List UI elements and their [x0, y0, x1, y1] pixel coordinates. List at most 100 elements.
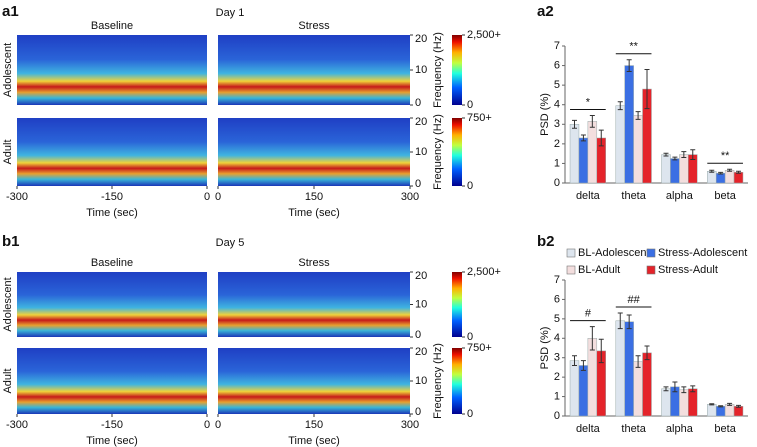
bar: [569, 124, 580, 184]
error-bar: [709, 169, 715, 173]
error-bar: [580, 360, 586, 371]
row-label: Adolescent: [2, 43, 14, 97]
y-tick-label: 4: [554, 332, 560, 344]
panel-label: b1: [2, 233, 20, 250]
bar: [633, 115, 643, 184]
error-bar: [690, 149, 696, 161]
x-tick-label: delta: [576, 190, 601, 202]
bar: [624, 65, 634, 184]
colorbar: [452, 35, 462, 105]
y-tick-label: 10: [415, 146, 427, 158]
error-bar: [736, 170, 742, 174]
spectrogram: [17, 272, 207, 337]
y-tick-label: 0: [554, 410, 560, 422]
y-tick-label: 20: [415, 33, 427, 45]
y-axis-label: Frequency (Hz): [432, 32, 444, 108]
bar: [578, 365, 589, 417]
error-bar: [644, 345, 650, 361]
y-axis-label: PSD (%): [539, 93, 551, 136]
x-tick-label: 300: [401, 191, 419, 203]
bar: [569, 360, 580, 417]
legend-label: BL-Adolescent: [578, 247, 650, 259]
y-tick-label: 6: [554, 293, 560, 305]
day-title: Day 1: [216, 7, 245, 19]
x-tick-label: beta: [714, 190, 736, 202]
x-axis-label: Time (sec): [86, 207, 138, 219]
y-axis-label: PSD (%): [539, 327, 551, 370]
x-tick-label: -150: [101, 191, 123, 203]
error-bar: [690, 385, 696, 393]
error-bar: [635, 111, 641, 120]
condition-title: Stress: [298, 257, 330, 269]
error-bar: [617, 312, 623, 330]
error-bar: [727, 402, 733, 406]
significance-mark: #: [585, 308, 592, 320]
x-tick-label: delta: [576, 423, 601, 435]
row-label: Adult: [2, 368, 14, 393]
legend-swatch: [646, 248, 656, 258]
error-bar: [663, 386, 669, 392]
panel-label: b2: [537, 233, 555, 250]
y-tick-label: 0: [554, 177, 560, 189]
panel-label: a1: [2, 3, 19, 20]
colorbar: [452, 272, 462, 337]
colorbar-label: 0: [467, 331, 473, 343]
x-axis-label: Time (sec): [288, 207, 340, 219]
colorbar-label: 750+: [467, 112, 492, 124]
error-bar: [598, 338, 604, 364]
error-bar: [589, 326, 595, 351]
panel-label: a2: [537, 3, 554, 20]
x-tick-label: -300: [6, 419, 28, 431]
error-bar: [626, 314, 632, 330]
error-bar: [727, 168, 733, 172]
error-bar: [644, 68, 650, 110]
error-bar: [736, 404, 742, 408]
bar: [707, 404, 717, 417]
y-tick-label: 6: [554, 59, 560, 71]
x-tick-label: 150: [305, 419, 323, 431]
colorbar-label: 0: [467, 180, 473, 192]
error-bar: [571, 119, 577, 129]
bar: [724, 404, 735, 417]
significance-mark: **: [629, 41, 638, 53]
error-bar: [672, 381, 678, 393]
y-axis-label: Frequency (Hz): [432, 114, 444, 190]
legend-label: Stress-Adult: [658, 264, 718, 276]
colorbar: [452, 118, 462, 186]
colorbar-label: 2,500+: [467, 266, 501, 278]
y-tick-label: 0: [415, 178, 421, 190]
bar: [715, 406, 726, 417]
y-tick-label: 7: [554, 274, 560, 286]
spectrogram: [218, 272, 410, 337]
bar: [715, 172, 726, 184]
bar: [578, 137, 589, 184]
y-tick-label: 2: [554, 138, 560, 150]
y-tick-label: 20: [415, 116, 427, 128]
error-bar: [672, 156, 678, 161]
y-tick-label: 5: [554, 79, 560, 91]
bar: [661, 154, 671, 184]
bar: [661, 388, 671, 417]
spectrogram: [17, 118, 207, 186]
bar: [707, 171, 717, 184]
y-tick-label: 1: [554, 157, 560, 169]
spectrogram: [218, 118, 410, 186]
spectrogram: [218, 348, 410, 414]
error-bar: [681, 386, 687, 394]
bar: [633, 361, 643, 417]
y-tick-label: 0: [415, 97, 421, 109]
legend-swatch: [566, 265, 576, 275]
error-bar: [635, 355, 641, 368]
y-tick-label: 7: [554, 40, 560, 52]
error-bar: [626, 59, 632, 72]
x-tick-label: beta: [714, 423, 736, 435]
y-tick-label: 0: [415, 329, 421, 341]
error-bar: [580, 134, 586, 142]
x-tick-label: theta: [621, 190, 646, 202]
x-tick-label: 0: [215, 419, 221, 431]
y-axis-label: Frequency (Hz): [432, 343, 444, 419]
y-tick-label: 4: [554, 99, 560, 111]
bar: [724, 170, 735, 184]
y-tick-label: 10: [415, 375, 427, 387]
error-bar: [663, 152, 669, 157]
